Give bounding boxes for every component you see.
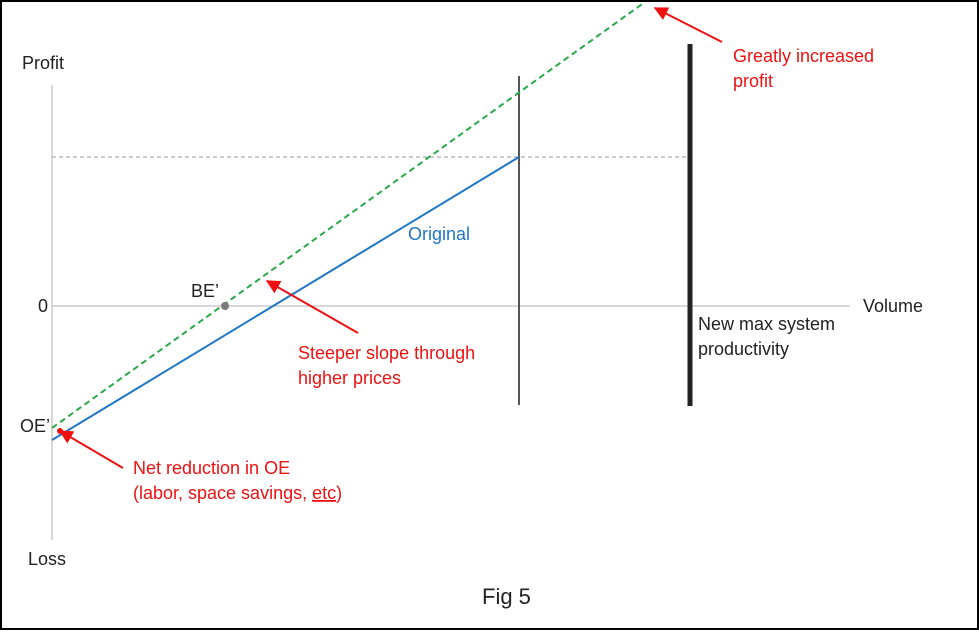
greatly-increased-label-line2: profit xyxy=(733,71,773,91)
new-profit-line xyxy=(51,1,646,429)
net-reduction-arrow xyxy=(58,430,124,469)
net-reduction-etc: etc xyxy=(312,483,336,503)
original-profit-line xyxy=(51,156,520,441)
greatly-increased-label-line1: Greatly increased xyxy=(733,46,874,66)
oe-prime-label: OE’ xyxy=(20,416,50,436)
figure-caption: Fig 5 xyxy=(482,584,531,609)
new-max-label-line1: New max system xyxy=(698,314,835,334)
y-axis-bottom-label: Loss xyxy=(28,549,66,569)
net-reduction-label-line1: Net reduction in OE xyxy=(133,458,290,478)
steeper-slope-arrow xyxy=(265,280,359,334)
steeper-slope-label-line1: Steeper slope through xyxy=(298,343,475,363)
steeper-slope-label-line2: higher prices xyxy=(298,368,401,388)
zero-label: 0 xyxy=(38,296,48,316)
x-axis-label: Volume xyxy=(863,296,923,316)
original-line-label: Original xyxy=(408,224,470,244)
net-reduction-suffix: ) xyxy=(336,483,342,503)
greatly-increased-arrow xyxy=(653,7,723,43)
be-prime-label: BE’ xyxy=(191,281,219,301)
y-axis-top-label: Profit xyxy=(22,53,64,73)
new-max-label-line2: productivity xyxy=(698,339,789,359)
be-prime-point xyxy=(221,302,229,310)
net-reduction-prefix: (labor, space savings, xyxy=(133,483,312,503)
net-reduction-label-line2: (labor, space savings, etc) xyxy=(133,483,342,503)
